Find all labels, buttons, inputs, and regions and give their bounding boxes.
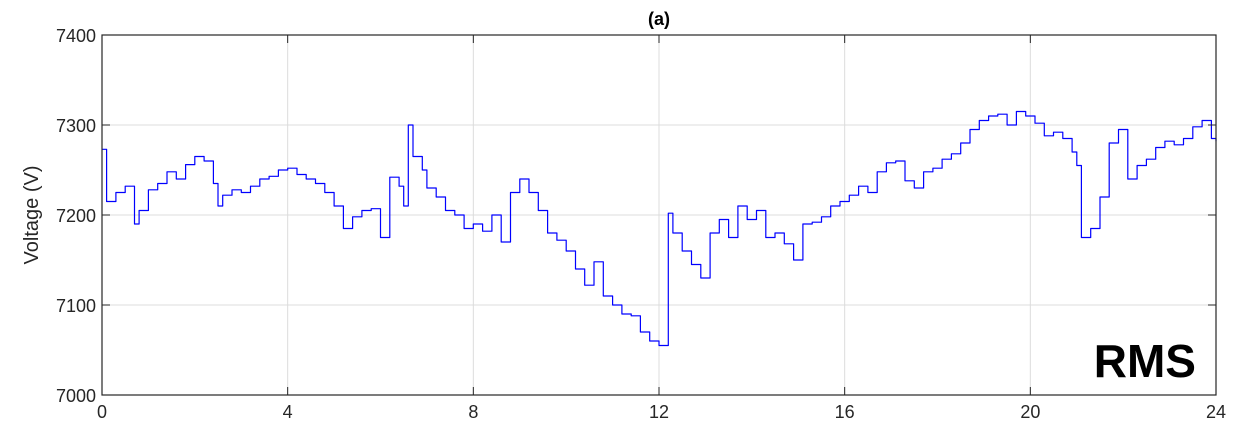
x-tick-label: 8: [468, 402, 478, 422]
axis-ticks: 0 4 8 12 16 20 24 7000 7100 7200 7300 7400: [56, 26, 1226, 422]
x-tick-label: 20: [1020, 402, 1040, 422]
y-tick-label: 7200: [56, 206, 96, 226]
series-layer: [102, 110, 1217, 347]
voltage-series-line: [102, 110, 1217, 347]
chart-title: (a): [648, 9, 670, 29]
y-tick-label: 7100: [56, 296, 96, 316]
x-tick-label: 0: [97, 402, 107, 422]
y-axis-label: Voltage (V): [21, 166, 43, 265]
x-tick-label: 12: [649, 402, 669, 422]
y-tick-label: 7300: [56, 116, 96, 136]
rms-annotation: RMS: [1094, 335, 1196, 387]
x-tick-label: 4: [283, 402, 293, 422]
x-tick-label: 24: [1206, 402, 1226, 422]
x-tick-label: 16: [835, 402, 855, 422]
y-tick-label: 7400: [56, 26, 96, 46]
y-tick-label: 7000: [56, 386, 96, 406]
